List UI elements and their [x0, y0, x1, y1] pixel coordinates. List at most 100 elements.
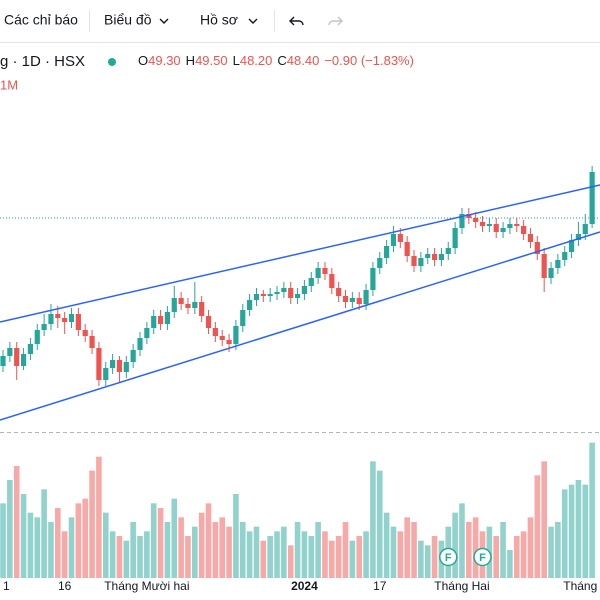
- volume-bar: [116, 536, 123, 578]
- volume-bar: [27, 512, 34, 578]
- redo-button[interactable]: [328, 16, 343, 26]
- volume-bar: [185, 536, 191, 578]
- volume-bar: [68, 517, 75, 578]
- candle-body: [404, 242, 410, 256]
- candle-body: [315, 268, 321, 278]
- volume-bar: [178, 517, 184, 578]
- volume-label: 1M: [0, 77, 18, 92]
- candle-body: [7, 348, 13, 356]
- event-label: F: [445, 552, 452, 564]
- candle-body: [445, 248, 451, 254]
- volume-bar: [418, 540, 424, 578]
- candle-body: [349, 298, 355, 302]
- volume-bar: [123, 540, 130, 578]
- candle-body: [356, 298, 362, 304]
- candle-body: [438, 254, 445, 260]
- candle-body: [336, 288, 342, 296]
- volume-bar: [513, 536, 520, 578]
- volume-bar: [89, 470, 95, 578]
- indicators-button[interactable]: Các chỉ báo: [4, 12, 78, 28]
- volume-bar: [75, 503, 82, 578]
- candle-body: [260, 294, 266, 296]
- candle-body: [212, 328, 218, 336]
- candle-body: [479, 222, 486, 226]
- volume-bar: [363, 531, 369, 578]
- volume-bar: [61, 531, 68, 578]
- volume-bar: [157, 508, 164, 578]
- x-tick-label: 17: [373, 579, 387, 593]
- volume-bar: [239, 522, 246, 578]
- volume-bar: [472, 517, 479, 578]
- volume-bar: [329, 540, 335, 578]
- volume-bar: [500, 522, 506, 578]
- volume-bar: [7, 480, 13, 578]
- volume-bar: [192, 526, 198, 578]
- chevron: [248, 18, 258, 24]
- candle-body: [575, 234, 582, 240]
- candle-body: [89, 336, 95, 348]
- volume-bar: [459, 503, 465, 578]
- candle-body: [555, 260, 561, 268]
- undo-button[interactable]: [289, 16, 304, 26]
- candle-body: [418, 258, 424, 266]
- candle-body: [288, 288, 294, 298]
- candle-body: [164, 312, 171, 324]
- candle-body: [14, 348, 20, 366]
- volume-bar: [55, 508, 61, 578]
- candle-body: [103, 368, 109, 380]
- trendline: [0, 231, 600, 421]
- candle-body: [473, 218, 479, 222]
- candle-body: [390, 234, 397, 246]
- candle-body: [219, 336, 225, 340]
- candle-body: [48, 314, 54, 324]
- volume-bar: [342, 522, 349, 578]
- candle-body: [137, 338, 143, 350]
- volume-bar: [48, 522, 54, 578]
- candle-body: [425, 254, 431, 258]
- candle-body: [41, 324, 47, 330]
- x-tick-label: 2024: [291, 579, 318, 593]
- volume-bar: [397, 531, 404, 578]
- candle-body: [548, 268, 554, 278]
- status-dot: [108, 58, 116, 66]
- legend: g · 1D · HSX O49.30 H49.50 L48.20 C48.40 −0.9…: [0, 53, 414, 92]
- volume-bar: [205, 503, 212, 578]
- chart-menu[interactable]: Biểu đồ: [104, 12, 152, 28]
- candle-body: [562, 252, 568, 260]
- candle-body: [521, 226, 527, 234]
- volume-bar: [555, 522, 561, 578]
- candle-body: [116, 360, 123, 372]
- candle-body: [534, 242, 540, 254]
- candle-body: [253, 294, 260, 300]
- volume-bar: [370, 461, 376, 578]
- volume-bar: [356, 536, 363, 578]
- candle-body: [274, 292, 280, 294]
- candle-body: [157, 316, 164, 324]
- x-tick-label: Tháng Mười hai: [104, 579, 189, 593]
- candle-body: [507, 224, 513, 228]
- event-marker: [439, 547, 458, 567]
- volume-bar: [301, 531, 308, 578]
- volume-bar: [589, 442, 595, 578]
- volume-bar: [13, 466, 20, 578]
- candle-body: [205, 316, 212, 328]
- candle-body: [130, 350, 136, 362]
- candle-body: [363, 290, 369, 304]
- candle-body: [55, 314, 61, 318]
- volume-bar: [150, 503, 157, 578]
- volume-bar: [561, 489, 568, 578]
- ohlc-key: O: [138, 53, 148, 68]
- volume-bar: [507, 550, 513, 578]
- volume-bar: [281, 526, 287, 578]
- candle-body: [466, 214, 472, 218]
- profile-menu[interactable]: Hồ sơ: [200, 12, 238, 28]
- candle-body: [75, 314, 81, 330]
- volume-bar: [287, 545, 294, 578]
- volume-bar: [164, 522, 171, 578]
- x-tick-label: Tháng Hai: [434, 579, 489, 593]
- volume-bar: [404, 517, 410, 578]
- candle-body: [486, 224, 492, 226]
- candle-body: [342, 296, 349, 302]
- ohlc-value: 49.50: [195, 53, 228, 68]
- candle-body: [226, 340, 232, 344]
